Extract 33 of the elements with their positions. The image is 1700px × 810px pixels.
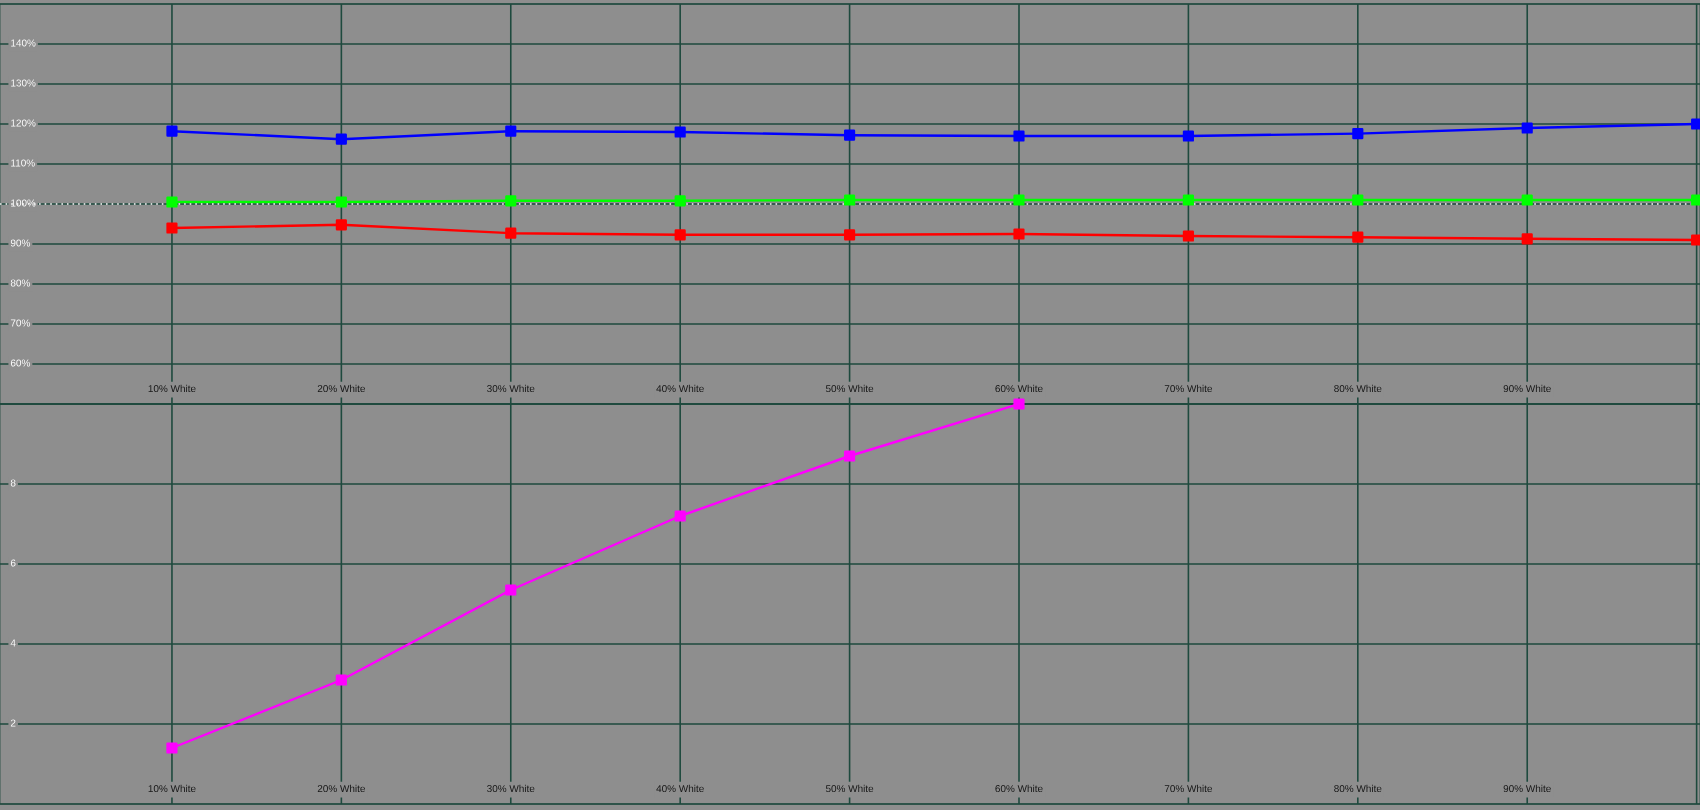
point [1013, 130, 1025, 142]
point [335, 133, 347, 145]
point [166, 196, 178, 208]
point [335, 196, 347, 208]
point [1521, 194, 1533, 206]
point [844, 194, 856, 206]
point [1013, 398, 1025, 410]
point [1182, 230, 1194, 242]
point [674, 195, 686, 207]
point [1013, 228, 1025, 240]
point [166, 742, 178, 754]
point [505, 584, 517, 596]
point [1352, 128, 1364, 140]
point [505, 125, 517, 137]
point [335, 219, 347, 231]
point [335, 674, 347, 686]
point [505, 195, 517, 207]
point [166, 125, 178, 137]
point [1521, 122, 1533, 134]
point [1352, 231, 1364, 243]
point [1013, 194, 1025, 206]
point [166, 222, 178, 234]
point [844, 450, 856, 462]
point [844, 129, 856, 141]
point [674, 510, 686, 522]
point [674, 126, 686, 138]
point [1182, 130, 1194, 142]
point [844, 229, 856, 241]
point [1182, 194, 1194, 206]
point [505, 227, 517, 239]
point [674, 229, 686, 241]
point [1521, 233, 1533, 245]
point [1352, 194, 1364, 206]
